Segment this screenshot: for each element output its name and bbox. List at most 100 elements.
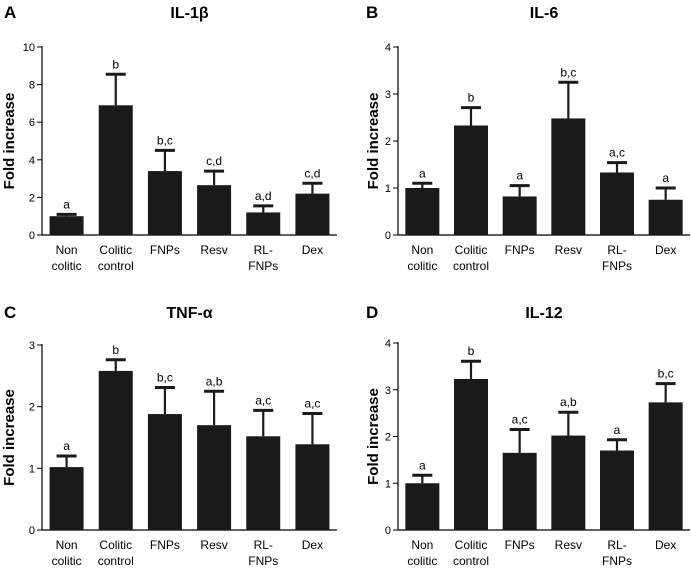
x-tick-label: Non <box>411 538 433 552</box>
y-tick-label: 1 <box>385 478 391 490</box>
bar <box>197 185 232 235</box>
significance-label: a,c <box>609 146 625 160</box>
significance-label: a,b <box>206 374 223 388</box>
x-tick-label: RL- <box>607 243 626 257</box>
x-tick-label: FNPs <box>248 259 278 273</box>
y-tick-label: 2 <box>29 192 35 204</box>
bar <box>502 452 537 530</box>
y-tick-label: 0 <box>29 525 35 537</box>
x-tick-label: Resv <box>200 243 227 257</box>
y-tick-label: 4 <box>29 155 35 167</box>
chart-title: TNF-α <box>166 305 212 322</box>
y-axis-label: Fold increase <box>365 93 382 190</box>
significance-label: c,d <box>304 166 320 180</box>
y-tick-label: 6 <box>29 117 35 129</box>
y-tick-label: 2 <box>385 136 391 148</box>
significance-label: b,c <box>658 367 674 381</box>
x-tick-label: Colitic <box>99 243 132 257</box>
x-tick-label: Dex <box>655 538 676 552</box>
significance-label: a,c <box>512 412 528 426</box>
x-tick-label: control <box>453 554 489 568</box>
x-tick-label: FNPs <box>248 554 278 568</box>
y-tick-label: 0 <box>385 525 391 537</box>
x-tick-label: FNPs <box>150 243 180 257</box>
x-tick-label: FNPs <box>505 538 535 552</box>
y-tick-label: 1 <box>29 463 35 475</box>
y-tick-label: 4 <box>385 42 391 54</box>
y-tick-label: 1 <box>385 183 391 195</box>
x-tick-label: FNPs <box>602 554 632 568</box>
significance-label: b <box>112 57 119 71</box>
panel-c: C TNF-α Fold increase 0 1 2 3 a Non colitic b Colit… <box>1 303 337 568</box>
significance-label: b,c <box>560 65 576 79</box>
significance-label: a <box>662 171 669 185</box>
significance-label: b,c <box>157 133 173 147</box>
significance-label: a,d <box>255 189 272 203</box>
x-tick-label: Resv <box>555 538 582 552</box>
x-tick-label: colitic <box>52 554 82 568</box>
y-tick-label: 2 <box>385 432 391 444</box>
x-tick-label: RL- <box>254 538 273 552</box>
x-tick-label: Colitic <box>99 538 132 552</box>
x-tick-label: colitic <box>52 259 82 273</box>
x-tick-label: Non <box>411 243 433 257</box>
bar <box>49 216 84 235</box>
significance-label: a,c <box>304 396 320 410</box>
significance-label: b <box>468 344 475 358</box>
panel-letter: C <box>4 303 16 322</box>
bar <box>49 467 84 530</box>
significance-label: b <box>112 343 119 357</box>
bar <box>454 125 488 235</box>
significance-label: a <box>419 458 426 472</box>
bar <box>98 370 133 530</box>
x-tick-label: Colitic <box>455 538 488 552</box>
bar <box>147 414 182 530</box>
panel-d: D IL-12 Fold increase 0 1 2 3 4 a Non colitic b Coli… <box>365 303 690 568</box>
bar <box>502 196 537 235</box>
y-tick-label: 2 <box>29 402 35 414</box>
x-tick-label: Resv <box>200 538 227 552</box>
x-tick-label: control <box>453 259 489 273</box>
x-tick-label: Non <box>56 538 78 552</box>
y-tick-label: 10 <box>23 42 35 54</box>
x-tick-label: Resv <box>555 243 582 257</box>
bar <box>246 436 281 530</box>
y-tick-label: 8 <box>29 80 35 92</box>
bar <box>246 212 281 235</box>
significance-label: b,c <box>157 371 173 385</box>
x-tick-label: RL- <box>607 538 626 552</box>
y-axis-label: Fold increase <box>1 389 18 486</box>
panel-letter: B <box>366 3 378 22</box>
panel-letter: D <box>366 303 378 322</box>
bar <box>295 193 330 235</box>
bar <box>295 444 330 530</box>
y-tick-label: 3 <box>385 89 391 101</box>
significance-label: c,d <box>206 154 222 168</box>
significance-label: a <box>516 169 523 183</box>
significance-label: a <box>614 423 621 437</box>
bar <box>551 118 586 235</box>
bar <box>648 402 683 530</box>
y-tick-label: 0 <box>29 230 35 242</box>
x-tick-label: FNPs <box>602 259 632 273</box>
y-tick-label: 0 <box>385 230 391 242</box>
significance-label: a <box>63 197 70 211</box>
y-axis-label: Fold increase <box>1 93 18 190</box>
x-tick-label: colitic <box>407 554 437 568</box>
chart-title: IL-12 <box>525 305 562 322</box>
panel-b: B IL-6 Fold increase 0 1 2 3 4 a Non colitic b Colit… <box>365 3 690 273</box>
bar <box>405 483 440 530</box>
x-tick-label: Non <box>56 243 78 257</box>
bar <box>600 172 634 235</box>
x-tick-label: Dex <box>302 538 323 552</box>
x-tick-label: Colitic <box>455 243 488 257</box>
x-tick-label: Dex <box>655 243 676 257</box>
panel-letter: A <box>4 3 16 22</box>
bar <box>147 171 182 235</box>
panel-a: A IL-1β Fold increase 0 2 4 6 8 10 a Non colitic b Co… <box>1 3 337 273</box>
bar <box>98 105 133 235</box>
bar <box>551 435 586 530</box>
y-tick-label: 3 <box>29 340 35 352</box>
significance-label: a <box>63 439 70 453</box>
